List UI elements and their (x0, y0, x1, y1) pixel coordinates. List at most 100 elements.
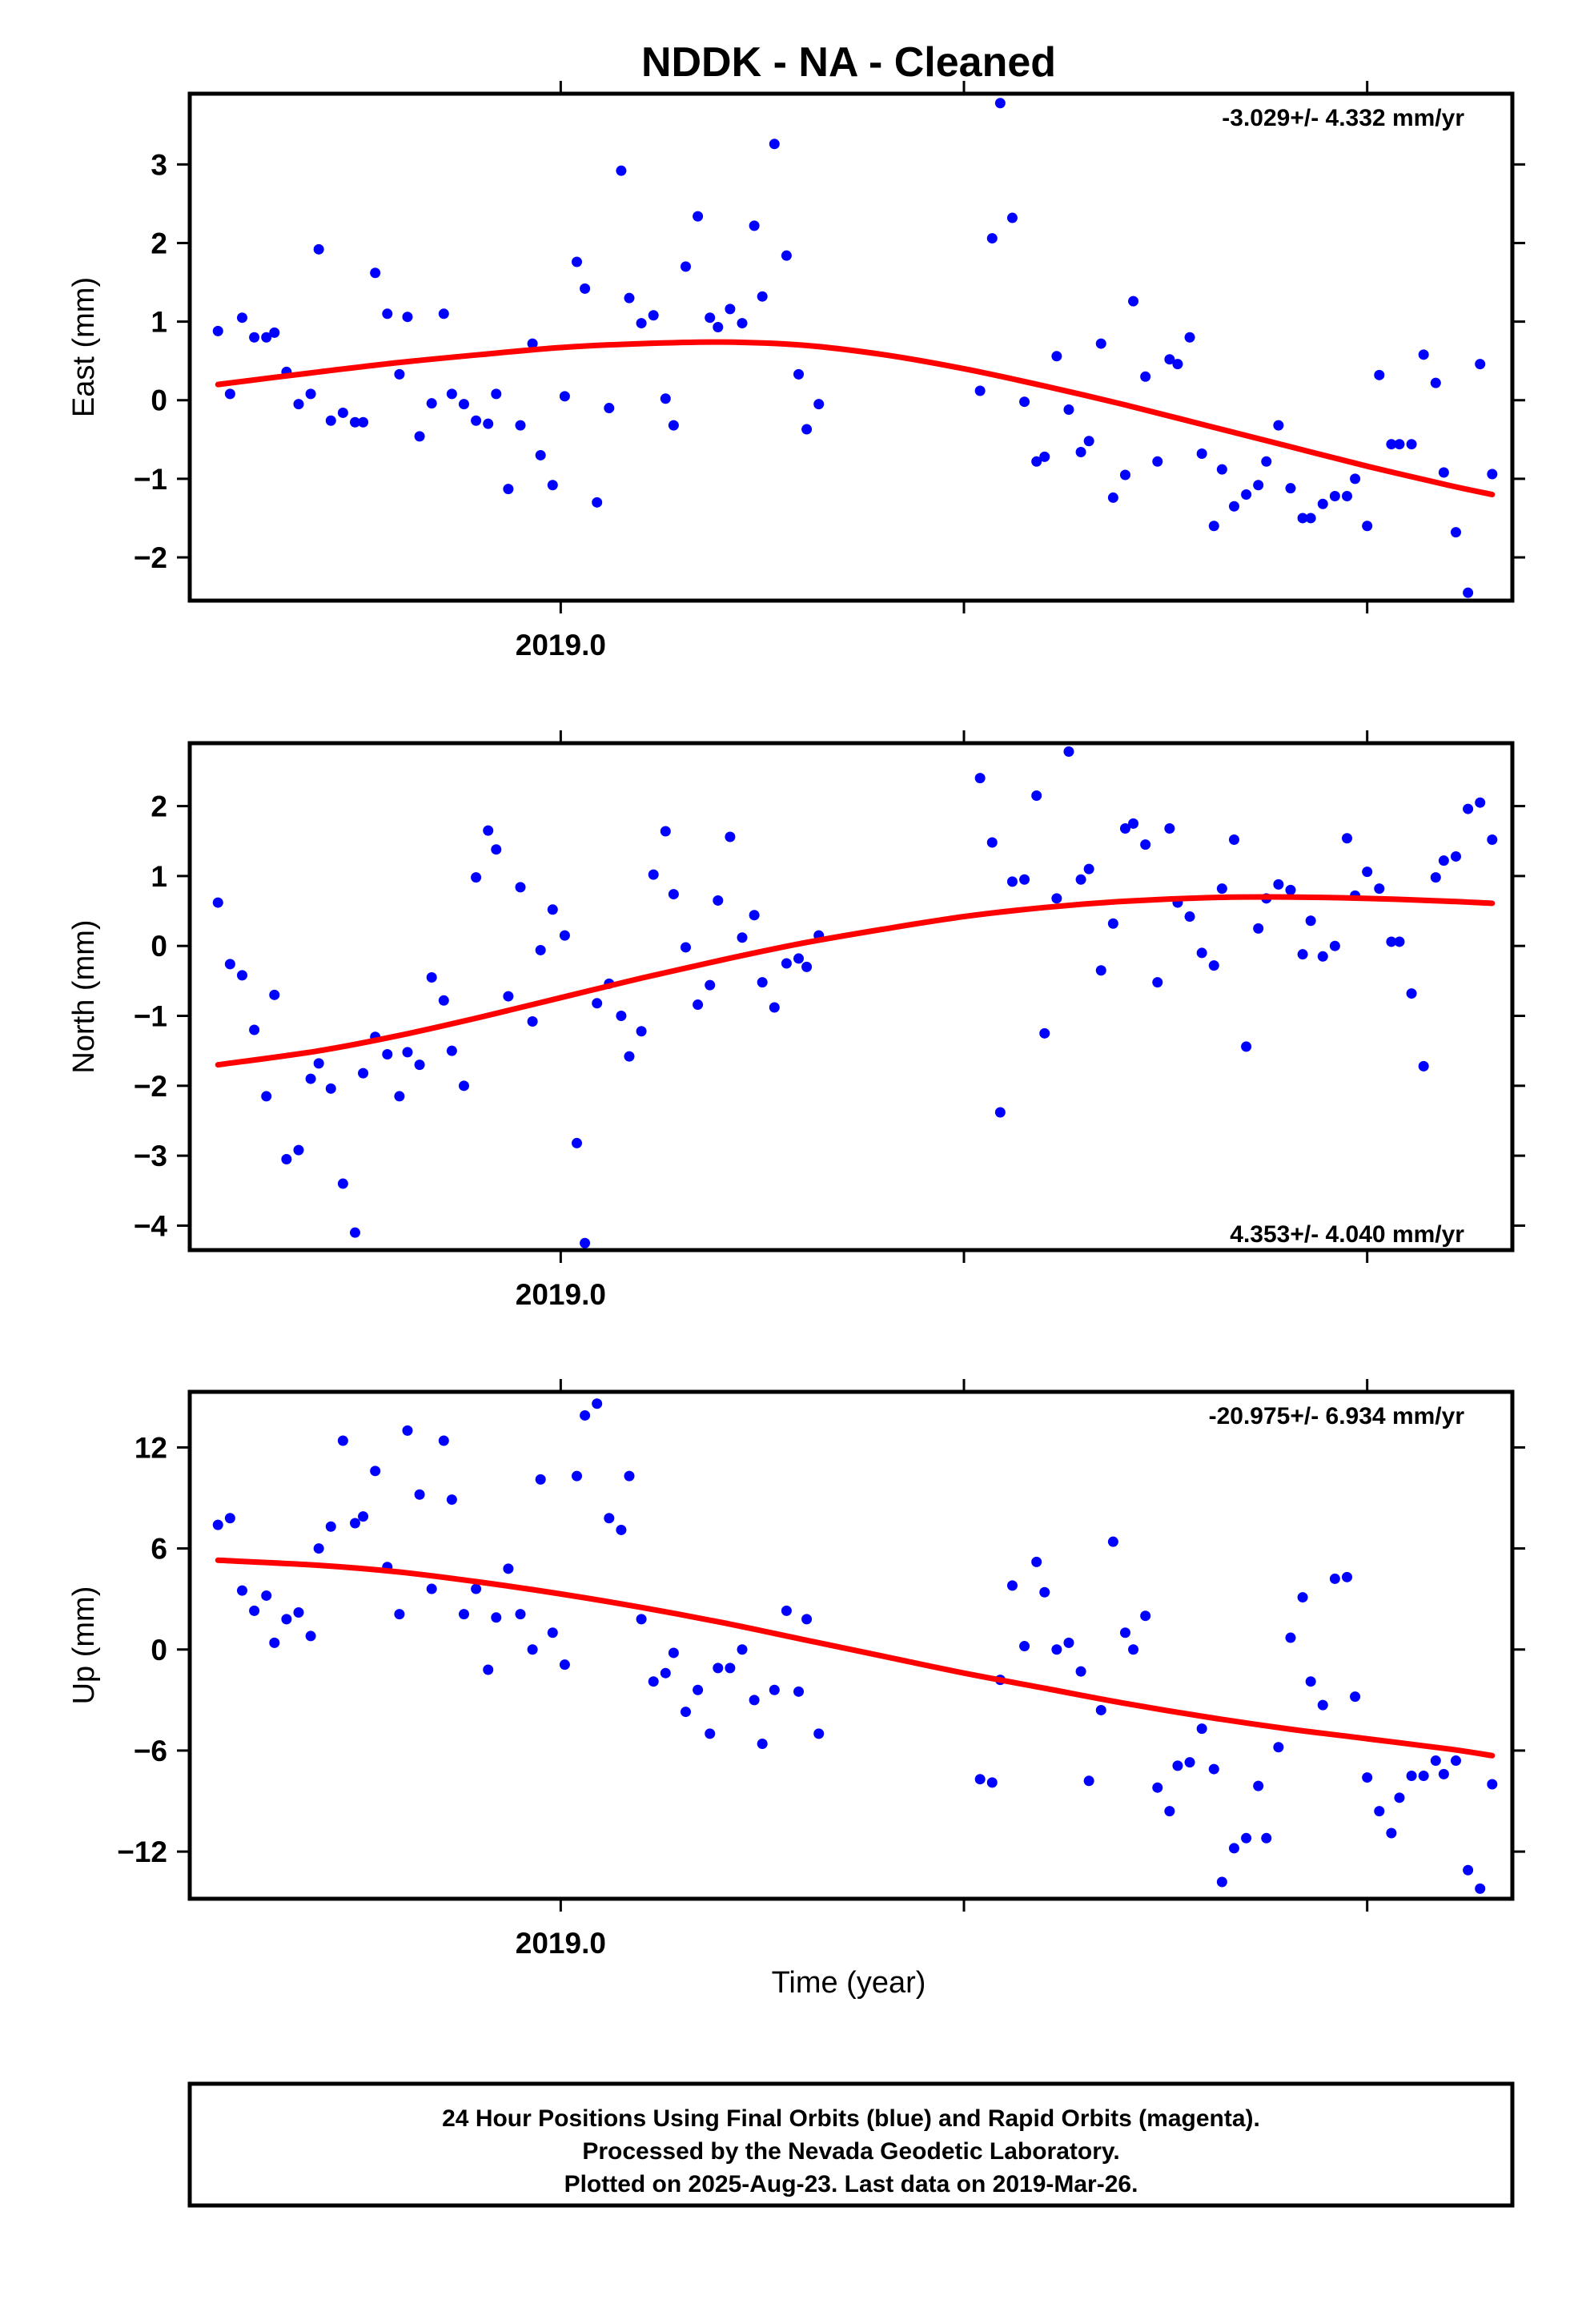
north-ytick-label: −4 (134, 1209, 168, 1242)
up-data-point (1350, 1691, 1361, 1703)
up-data-point (1487, 1779, 1498, 1790)
east-data-point (1152, 456, 1163, 467)
north-data-point (986, 837, 998, 848)
north-data-point (1063, 746, 1074, 757)
east-data-point (757, 291, 768, 302)
up-data-point (681, 1707, 691, 1718)
north-data-point (757, 977, 768, 988)
up-data-point (801, 1614, 813, 1625)
up-data-point (1430, 1755, 1441, 1767)
north-data-point (1394, 936, 1405, 947)
up-data-point (1285, 1632, 1296, 1643)
east-data-point (293, 399, 304, 410)
up-data-point (1297, 1592, 1308, 1603)
up-data-point (580, 1409, 591, 1421)
up-data-point (559, 1659, 570, 1671)
north-data-point (749, 910, 760, 921)
up-fit-curve (215, 1557, 1496, 1759)
north-data-point (1450, 850, 1461, 862)
east-data-point (236, 312, 247, 324)
north-data-point (616, 1011, 627, 1022)
up-data-point (1406, 1770, 1417, 1781)
up-data-point (769, 1684, 780, 1695)
north-data-point (580, 1237, 591, 1248)
north-data-point (1075, 874, 1086, 885)
east-data-point (515, 420, 526, 431)
north-ytick-label: 1 (151, 860, 167, 893)
up-data-point (394, 1609, 405, 1620)
up-data-point (1273, 1742, 1284, 1753)
up-data-point (1463, 1864, 1474, 1876)
east-data-point (402, 312, 413, 323)
up-data-point (1386, 1827, 1397, 1839)
up-data-point (1019, 1641, 1030, 1652)
north-data-point (483, 825, 494, 836)
north-data-point (1107, 918, 1118, 929)
east-data-point (559, 391, 570, 402)
up-data-point (313, 1543, 324, 1554)
up-data-point (527, 1644, 538, 1655)
east-data-point (1083, 436, 1094, 447)
east-data-point (1172, 359, 1183, 370)
up-data-point (1418, 1770, 1429, 1781)
up-data-point (986, 1777, 998, 1788)
east-data-point (527, 338, 538, 349)
east-data-point (1031, 456, 1042, 467)
north-data-point (1196, 947, 1207, 959)
east-data-point (1273, 420, 1284, 431)
up-data-point (1342, 1571, 1352, 1582)
up-data-point (224, 1513, 235, 1524)
east-rate-label: -3.029+/- 4.332 mm/yr (1222, 105, 1464, 131)
north-data-point (1039, 1027, 1050, 1039)
east-xtick-label: 2019.0 (516, 629, 606, 661)
up-data-point (370, 1466, 381, 1477)
up-ytick-label: 6 (151, 1533, 167, 1566)
up-data-point (1216, 1876, 1227, 1888)
up-data-point (624, 1470, 635, 1482)
north-data-point (1095, 965, 1106, 976)
north-data-point (1031, 790, 1042, 801)
north-fit-curve (215, 894, 1496, 1068)
up-data-point (446, 1494, 457, 1506)
up-data-point (515, 1609, 526, 1620)
east-data-point (1039, 451, 1050, 462)
north-data-point (261, 1091, 272, 1102)
up-ytick-label: 0 (151, 1634, 167, 1667)
up-data-point (974, 1774, 986, 1785)
north-data-point (668, 889, 679, 900)
north-data-point (1253, 923, 1264, 934)
east-data-point (693, 211, 704, 222)
east-data-point (249, 332, 260, 343)
north-data-point (503, 991, 514, 1002)
up-data-point (281, 1614, 292, 1625)
north-data-point (1228, 834, 1239, 845)
up-data-point (604, 1513, 615, 1524)
east-data-point (438, 308, 449, 320)
up-data-point (236, 1585, 247, 1596)
up-data-point (572, 1470, 583, 1482)
north-data-point (725, 831, 736, 842)
east-ytick-label: 1 (151, 306, 167, 339)
up-data-point (402, 1425, 413, 1436)
north-data-point (350, 1227, 360, 1238)
up-data-point (1450, 1755, 1461, 1767)
up-data-point (757, 1739, 768, 1750)
up-data-point (1394, 1792, 1405, 1803)
north-data-point (305, 1073, 316, 1084)
east-data-point (503, 484, 514, 495)
east-ytick-label: 0 (151, 384, 167, 417)
east-data-point (535, 449, 546, 460)
north-data-point (1297, 949, 1308, 960)
east-data-point (1297, 513, 1308, 524)
up-data-point (350, 1518, 360, 1529)
north-data-point (325, 1083, 336, 1094)
east-data-point (616, 165, 627, 176)
north-data-point (1285, 884, 1296, 895)
east-data-point (446, 388, 457, 400)
north-data-point (1487, 834, 1498, 845)
up-rate-label: -20.975+/- 6.934 mm/yr (1209, 1403, 1465, 1429)
north-data-point (269, 989, 280, 1000)
north-data-point (1164, 823, 1175, 834)
north-data-point (1216, 883, 1227, 895)
north-ytick-label: 0 (151, 930, 167, 963)
